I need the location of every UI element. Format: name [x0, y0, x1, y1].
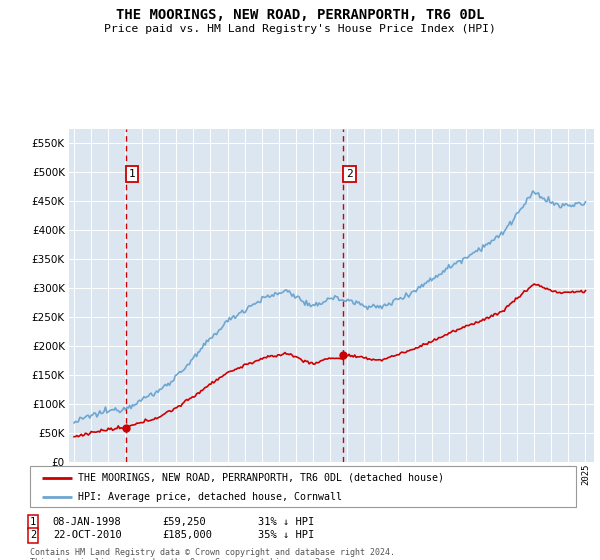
- Text: £59,250: £59,250: [162, 517, 206, 527]
- Text: 2: 2: [30, 530, 36, 540]
- Text: £185,000: £185,000: [162, 530, 212, 540]
- Text: 22-OCT-2010: 22-OCT-2010: [53, 530, 122, 540]
- Text: HPI: Average price, detached house, Cornwall: HPI: Average price, detached house, Corn…: [78, 492, 342, 502]
- Text: 35% ↓ HPI: 35% ↓ HPI: [258, 530, 314, 540]
- Text: 31% ↓ HPI: 31% ↓ HPI: [258, 517, 314, 527]
- Text: THE MOORINGS, NEW ROAD, PERRANPORTH, TR6 0DL (detached house): THE MOORINGS, NEW ROAD, PERRANPORTH, TR6…: [78, 473, 444, 483]
- Text: THE MOORINGS, NEW ROAD, PERRANPORTH, TR6 0DL: THE MOORINGS, NEW ROAD, PERRANPORTH, TR6…: [116, 8, 484, 22]
- Text: 2: 2: [346, 169, 353, 179]
- Text: 08-JAN-1998: 08-JAN-1998: [53, 517, 122, 527]
- Text: 1: 1: [30, 517, 36, 527]
- Text: Price paid vs. HM Land Registry's House Price Index (HPI): Price paid vs. HM Land Registry's House …: [104, 24, 496, 34]
- Text: Contains HM Land Registry data © Crown copyright and database right 2024.
This d: Contains HM Land Registry data © Crown c…: [30, 548, 395, 560]
- Text: 1: 1: [128, 169, 135, 179]
